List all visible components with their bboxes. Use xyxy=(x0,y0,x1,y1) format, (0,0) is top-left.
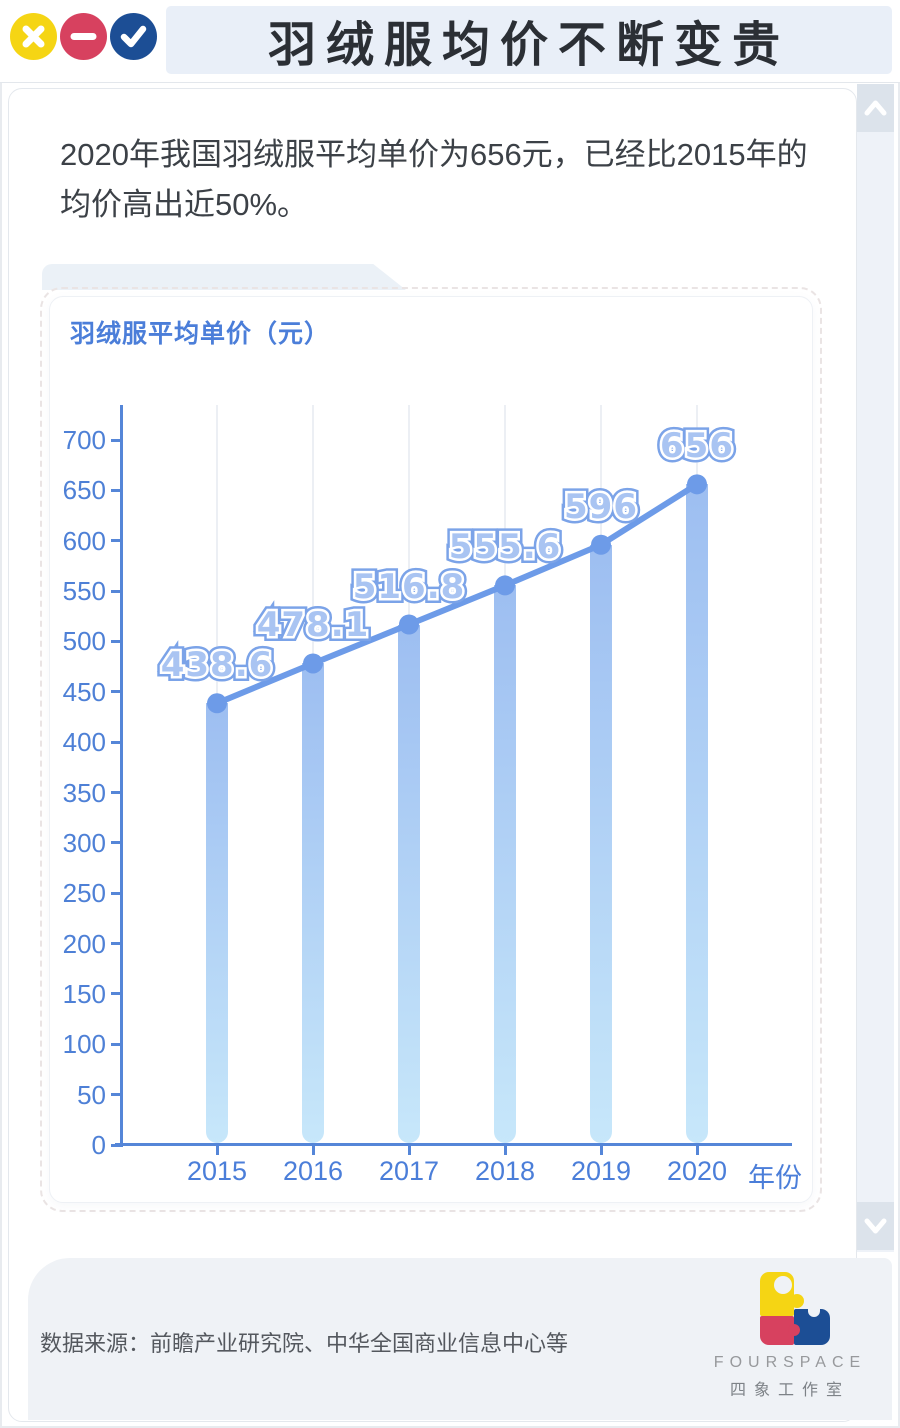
scroll-up-button[interactable] xyxy=(857,84,894,132)
chart-card-dashed-frame xyxy=(40,287,822,1212)
close-button[interactable] xyxy=(10,13,57,60)
chart-card xyxy=(49,296,813,1203)
fourspace-logo-icon xyxy=(752,1272,830,1346)
brand-block: FOURSPACE 四象工作室 xyxy=(700,1272,880,1400)
page-title: 羽绒服均价不断变贵 xyxy=(267,19,790,72)
data-source-text: 数据来源：前瞻产业研究院、中华全国商业信息中心等 xyxy=(40,1331,569,1356)
check-icon xyxy=(120,25,147,48)
x-icon xyxy=(22,25,45,48)
confirm-button[interactable] xyxy=(110,13,157,60)
brand-name-cn: 四象工作室 xyxy=(729,1382,850,1399)
x-axis-unit-label: 年份 xyxy=(748,1163,802,1193)
scrollbar-track[interactable] xyxy=(857,84,894,1252)
chart-card-tab xyxy=(42,264,406,290)
chevron-down-icon xyxy=(864,1218,887,1234)
chart-title: 羽绒服平均单价（元） xyxy=(70,320,331,348)
brand-name-en: FOURSPACE xyxy=(713,1354,867,1371)
scroll-down-button[interactable] xyxy=(857,1202,894,1250)
minimize-button[interactable] xyxy=(60,13,107,60)
titlebar: 羽绒服均价不断变贵 xyxy=(0,0,900,83)
window-title-panel: 羽绒服均价不断变贵 xyxy=(166,6,892,74)
intro-text: 2020年我国羽绒服平均单价为656元，已经比2015年的均价高出近50%。 xyxy=(60,137,808,223)
chevron-up-icon xyxy=(864,100,887,116)
minus-icon xyxy=(70,33,97,40)
footer: 数据来源：前瞻产业研究院、中华全国商业信息中心等 FOURSPACE 四象工作室 xyxy=(28,1258,892,1420)
